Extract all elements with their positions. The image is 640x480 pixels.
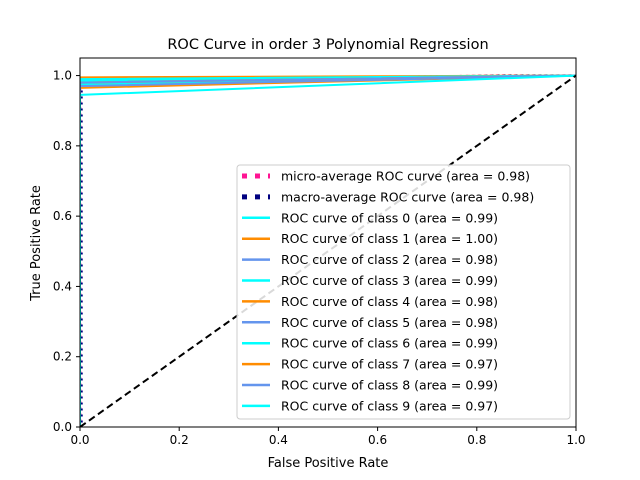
y-tick-label: 0.8 (53, 139, 72, 153)
y-tick-label: 0.0 (53, 420, 72, 434)
x-tick-label: 1.0 (566, 433, 585, 447)
y-tick-label: 0.4 (53, 279, 72, 293)
plot-frame (79, 57, 577, 428)
x-tick-label: 0.2 (170, 433, 189, 447)
legend-label: macro-average ROC curve (area = 0.98) (281, 189, 534, 204)
y-tick-label: 1.0 (53, 69, 72, 83)
roc-series-line-10 (80, 74, 576, 427)
legend-label: ROC curve of class 9 (area = 0.97) (281, 398, 498, 413)
chart-title: ROC Curve in order 3 Polynomial Regressi… (167, 37, 488, 53)
legend-label: ROC curve of class 3 (area = 0.99) (281, 273, 498, 288)
roc-series-line-8 (80, 74, 576, 427)
roc-series-line-7 (80, 74, 576, 427)
roc-series-line-11 (80, 74, 576, 427)
legend-label: ROC curve of class 6 (area = 0.99) (281, 336, 498, 351)
x-tick-label: 0.6 (368, 433, 387, 447)
x-tick-label: 0.0 (70, 433, 89, 447)
legend-label: ROC curve of class 5 (area = 0.98) (281, 315, 498, 330)
x-tick-label: 0.8 (467, 433, 486, 447)
legend-label: ROC curve of class 1 (area = 1.00) (281, 231, 498, 246)
legend-label: ROC curve of class 4 (area = 0.98) (281, 294, 498, 309)
y-tick-label: 0.6 (53, 209, 72, 223)
x-tick-label: 0.4 (269, 433, 288, 447)
x-axis-label: False Positive Rate (268, 456, 389, 471)
y-tick-label: 0.2 (53, 350, 72, 364)
legend-label: micro-average ROC curve (area = 0.98) (281, 169, 530, 184)
legend-label: ROC curve of class 0 (area = 0.99) (281, 210, 498, 225)
axes: 0.0 0.2 0.4 0.6 0.8 1.0 0.0 0.2 0.4 0.6 0.8 1.0 (53, 57, 586, 447)
legend-label: ROC curve of class 7 (area = 0.97) (281, 357, 498, 372)
legend-label: ROC curve of class 2 (area = 0.98) (281, 252, 498, 267)
y-axis-label: True Positive Rate (29, 185, 44, 302)
legend-box (236, 164, 571, 420)
legend-label: ROC curve of class 8 (area = 0.99) (281, 378, 498, 393)
legend: micro-average ROC curve (area = 0.98) mac… (236, 164, 571, 420)
